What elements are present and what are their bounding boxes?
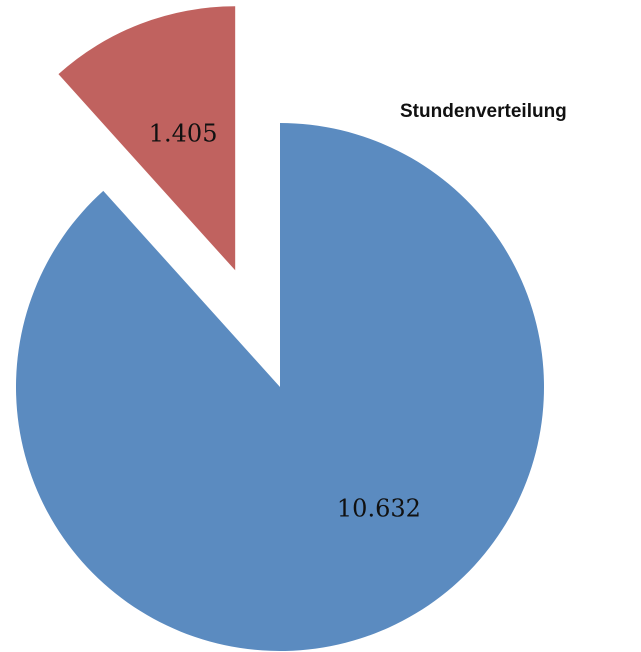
pie-slice bbox=[58, 6, 236, 271]
chart-title: Stundenverteilung bbox=[400, 101, 567, 122]
pie-slice bbox=[15, 123, 545, 651]
data-label: 10.632 bbox=[337, 494, 421, 522]
data-label: 1.405 bbox=[149, 119, 218, 147]
